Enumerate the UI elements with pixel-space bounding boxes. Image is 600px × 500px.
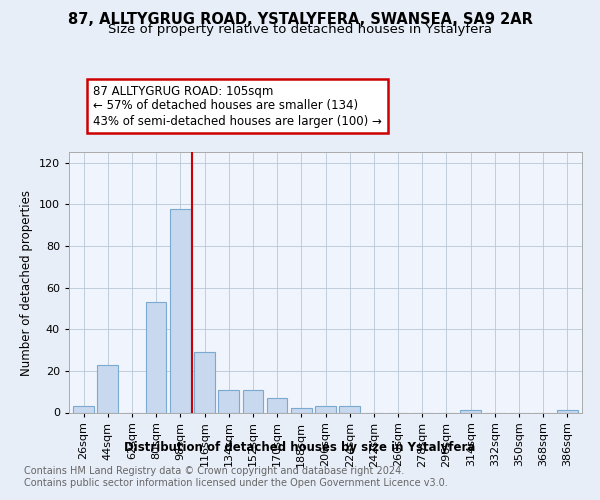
Bar (315, 406, 336, 412)
Bar (73, 406, 94, 412)
Bar (340, 406, 360, 412)
Bar (146, 302, 166, 412)
Bar (170, 208, 191, 412)
Text: 87, ALLTYGRUG ROAD, YSTALYFERA, SWANSEA, SA9 2AR: 87, ALLTYGRUG ROAD, YSTALYFERA, SWANSEA,… (68, 12, 532, 28)
Bar (194, 352, 215, 412)
Text: Contains public sector information licensed under the Open Government Licence v3: Contains public sector information licen… (24, 478, 448, 488)
Bar (218, 390, 239, 412)
Bar (291, 408, 311, 412)
Bar (242, 390, 263, 412)
Bar (460, 410, 481, 412)
Text: Distribution of detached houses by size in Ystalyfera: Distribution of detached houses by size … (124, 441, 476, 454)
Y-axis label: Number of detached properties: Number of detached properties (20, 190, 33, 376)
Text: 87 ALLTYGRUG ROAD: 105sqm
← 57% of detached houses are smaller (134)
43% of semi: 87 ALLTYGRUG ROAD: 105sqm ← 57% of detac… (93, 84, 382, 128)
Bar (97, 364, 118, 412)
Text: Contains HM Land Registry data © Crown copyright and database right 2024.: Contains HM Land Registry data © Crown c… (24, 466, 404, 476)
Text: Size of property relative to detached houses in Ystalyfera: Size of property relative to detached ho… (108, 24, 492, 36)
Bar (267, 398, 287, 412)
Bar (557, 410, 578, 412)
